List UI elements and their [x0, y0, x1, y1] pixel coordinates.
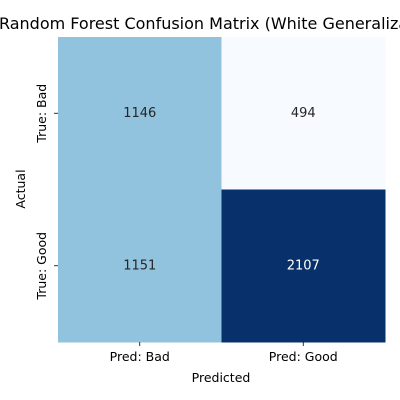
cell-value-r1-c0: 1151 — [123, 258, 156, 273]
heatmap-cell-r1-c1 — [221, 189, 386, 343]
cell-annotations: 1146 494 1151 2107 — [123, 106, 320, 274]
cell-value-r0-c1: 494 — [291, 106, 316, 121]
x-axis-ticks: Pred: Bad Pred: Good — [110, 342, 338, 364]
x-axis-label: Predicted — [192, 370, 251, 385]
chart-title: Random Forest Confusion Matrix (White Ge… — [0, 14, 400, 33]
cell-value-r0-c0: 1146 — [123, 106, 156, 121]
heatmap-cell-r0-c0 — [58, 37, 222, 190]
cell-value-r1-c1: 2107 — [287, 258, 320, 273]
y-axis-ticks: True: Bad True: Good — [34, 84, 58, 301]
y-axis-label: Actual — [13, 169, 28, 208]
x-tick-label-0: Pred: Bad — [110, 349, 170, 364]
heatmap-cell-r1-c0 — [58, 189, 222, 343]
heatmap-cells — [58, 37, 386, 343]
y-tick-label-0: True: Bad — [34, 84, 49, 144]
x-tick-label-1: Pred: Good — [269, 349, 338, 364]
y-tick-label-1: True: Good — [34, 232, 49, 301]
heatmap-cell-r0-c1 — [221, 37, 386, 190]
